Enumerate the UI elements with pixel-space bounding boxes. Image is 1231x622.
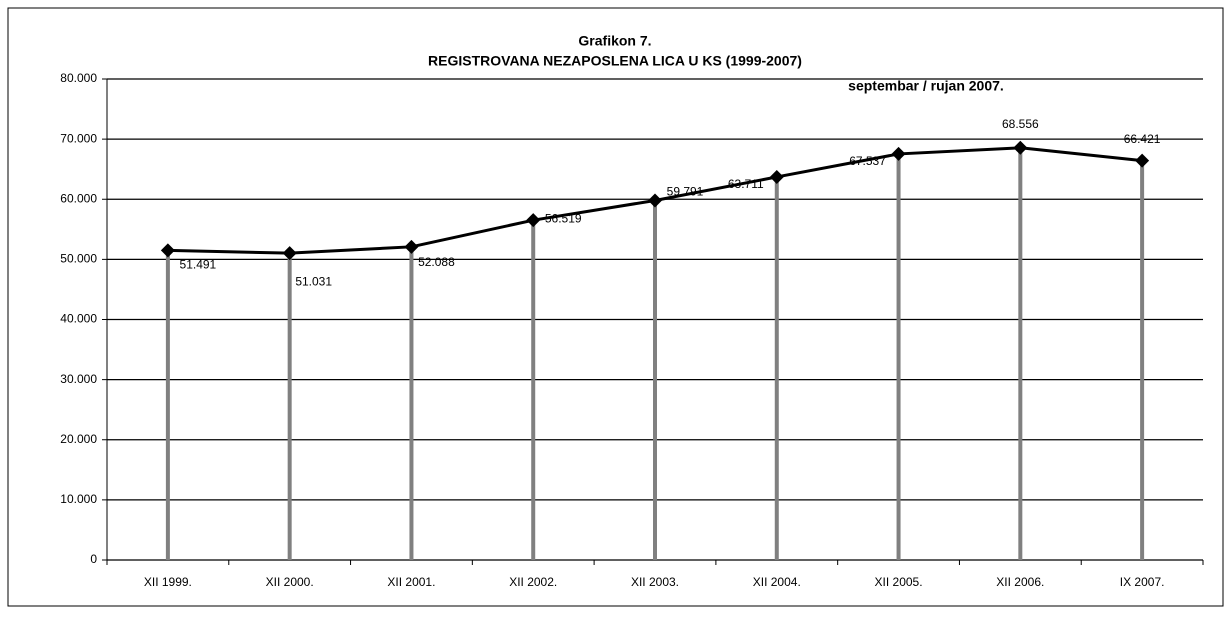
value-label: 66.421 [1124, 132, 1161, 146]
value-label: 68.556 [1002, 117, 1039, 131]
y-tick-label: 10.000 [60, 492, 97, 506]
marker [282, 246, 297, 261]
value-label: 67.537 [849, 154, 886, 168]
y-tick-label: 50.000 [60, 252, 97, 266]
x-tick-label: XII 1999. [144, 575, 192, 589]
chart-title: Grafikon 7. [578, 33, 651, 49]
marker [891, 146, 906, 161]
chart-subtitle: REGISTROVANA NEZAPOSLENA LICA U KS (1999… [428, 53, 802, 69]
x-tick-label: XII 2006. [996, 575, 1044, 589]
marker [1013, 140, 1028, 155]
marker [526, 213, 541, 228]
y-tick-label: 80.000 [60, 71, 97, 85]
marker [648, 193, 662, 208]
marker [1135, 153, 1150, 168]
x-tick-label: XII 2001. [387, 575, 435, 589]
x-tick-label: XII 2003. [631, 575, 679, 589]
marker [769, 169, 784, 184]
x-tick-label: XII 2005. [875, 575, 923, 589]
marker [404, 239, 419, 254]
value-label: 56.519 [545, 211, 582, 225]
y-tick-label: 30.000 [60, 372, 97, 386]
x-tick-label: XII 2000. [266, 575, 314, 589]
annotation: septembar / rujan 2007. [848, 78, 1004, 94]
value-label: 51.491 [180, 258, 217, 272]
x-tick-label: IX 2007. [1120, 575, 1165, 589]
y-tick-label: 60.000 [60, 191, 97, 205]
y-tick-label: 0 [90, 552, 97, 566]
value-label: 59.791 [667, 185, 704, 199]
x-tick-label: XII 2004. [753, 575, 801, 589]
marker [160, 243, 175, 258]
x-tick-label: XII 2002. [509, 575, 557, 589]
value-label: 52.088 [418, 255, 455, 269]
value-label: 63.711 [728, 177, 764, 191]
y-tick-label: 40.000 [60, 312, 97, 326]
y-tick-label: 20.000 [60, 432, 97, 446]
y-tick-label: 70.000 [60, 131, 97, 145]
chart-frame [7, 7, 1224, 607]
value-label: 51.031 [295, 274, 332, 288]
